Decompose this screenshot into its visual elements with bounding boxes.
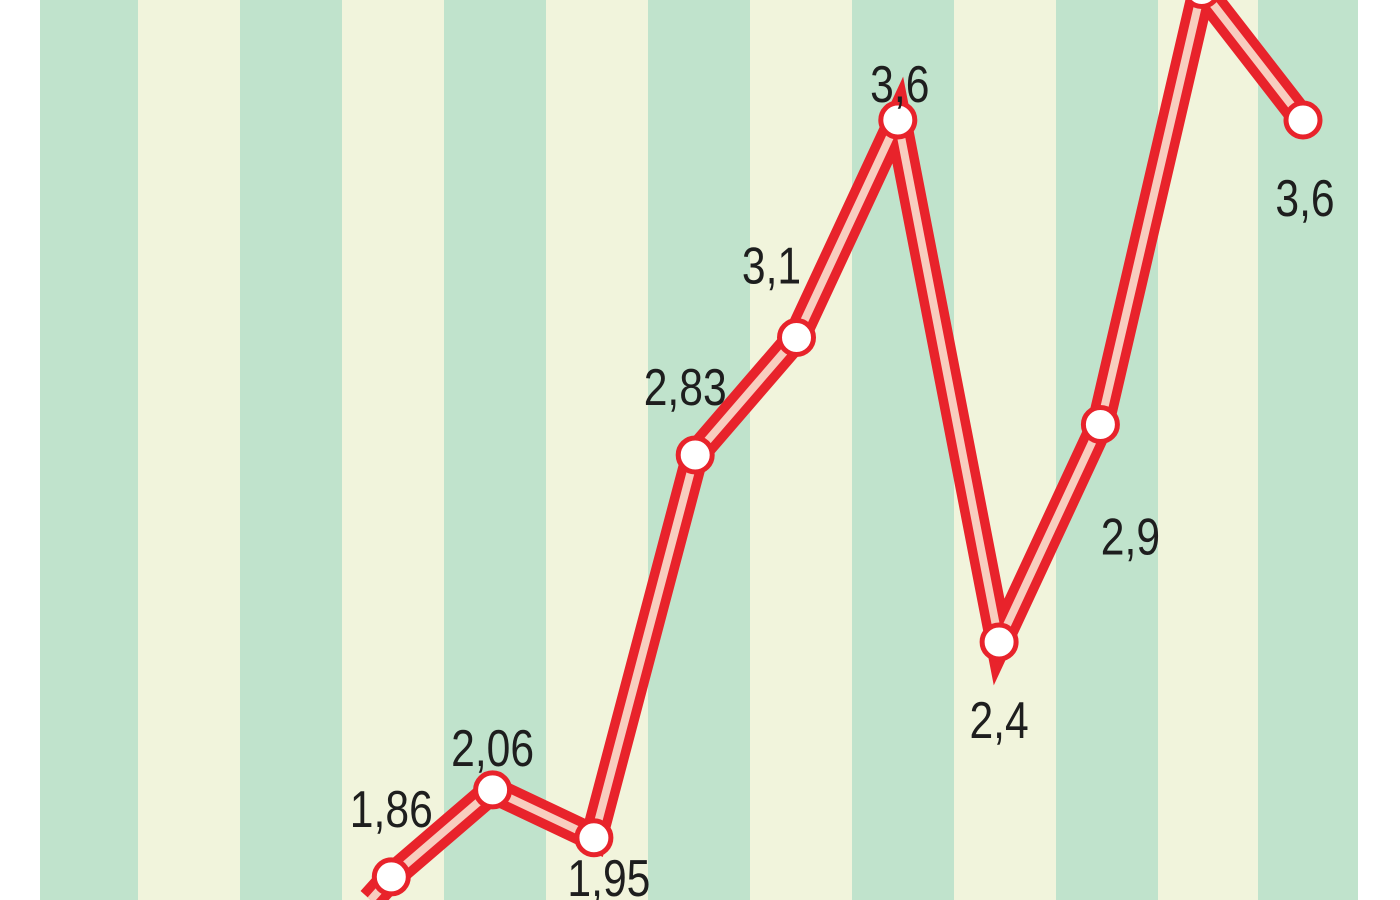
background-stripe bbox=[750, 0, 852, 900]
background-stripe bbox=[240, 0, 342, 900]
data-point-marker bbox=[473, 770, 513, 810]
data-point-marker bbox=[675, 435, 715, 475]
data-point-marker bbox=[878, 100, 918, 140]
data-label: 2,06 bbox=[451, 720, 534, 778]
data-label: 1,95 bbox=[567, 850, 650, 900]
markers bbox=[371, 0, 1323, 897]
background-stripe bbox=[40, 0, 138, 900]
data-label: 3,1 bbox=[742, 238, 801, 296]
data-point-marker bbox=[371, 857, 411, 897]
data-point-marker bbox=[1283, 100, 1323, 140]
data-label: 3,6 bbox=[1275, 170, 1334, 228]
data-label: 1,86 bbox=[350, 781, 433, 839]
data-labels: 1,86 2,06 1,95 2,83 3,1 3,6 2,4 2,9 3,6 bbox=[350, 56, 1335, 900]
data-point-marker bbox=[1080, 405, 1120, 444]
data-label: 2,9 bbox=[1101, 509, 1160, 567]
background-stripe bbox=[1258, 0, 1358, 900]
background-stripes bbox=[40, 0, 1358, 900]
data-label: 2,4 bbox=[969, 692, 1028, 750]
data-label: 3,6 bbox=[870, 56, 929, 114]
background-stripe bbox=[1056, 0, 1158, 900]
background-stripe bbox=[546, 0, 648, 900]
data-point-marker bbox=[979, 622, 1019, 662]
background-stripe bbox=[138, 0, 240, 900]
data-point-marker bbox=[1185, 0, 1219, 9]
background-stripe bbox=[444, 0, 546, 900]
data-point-marker bbox=[574, 818, 614, 858]
background-stripe bbox=[342, 0, 444, 900]
data-label: 2,83 bbox=[644, 359, 727, 417]
data-point-marker bbox=[777, 318, 816, 357]
